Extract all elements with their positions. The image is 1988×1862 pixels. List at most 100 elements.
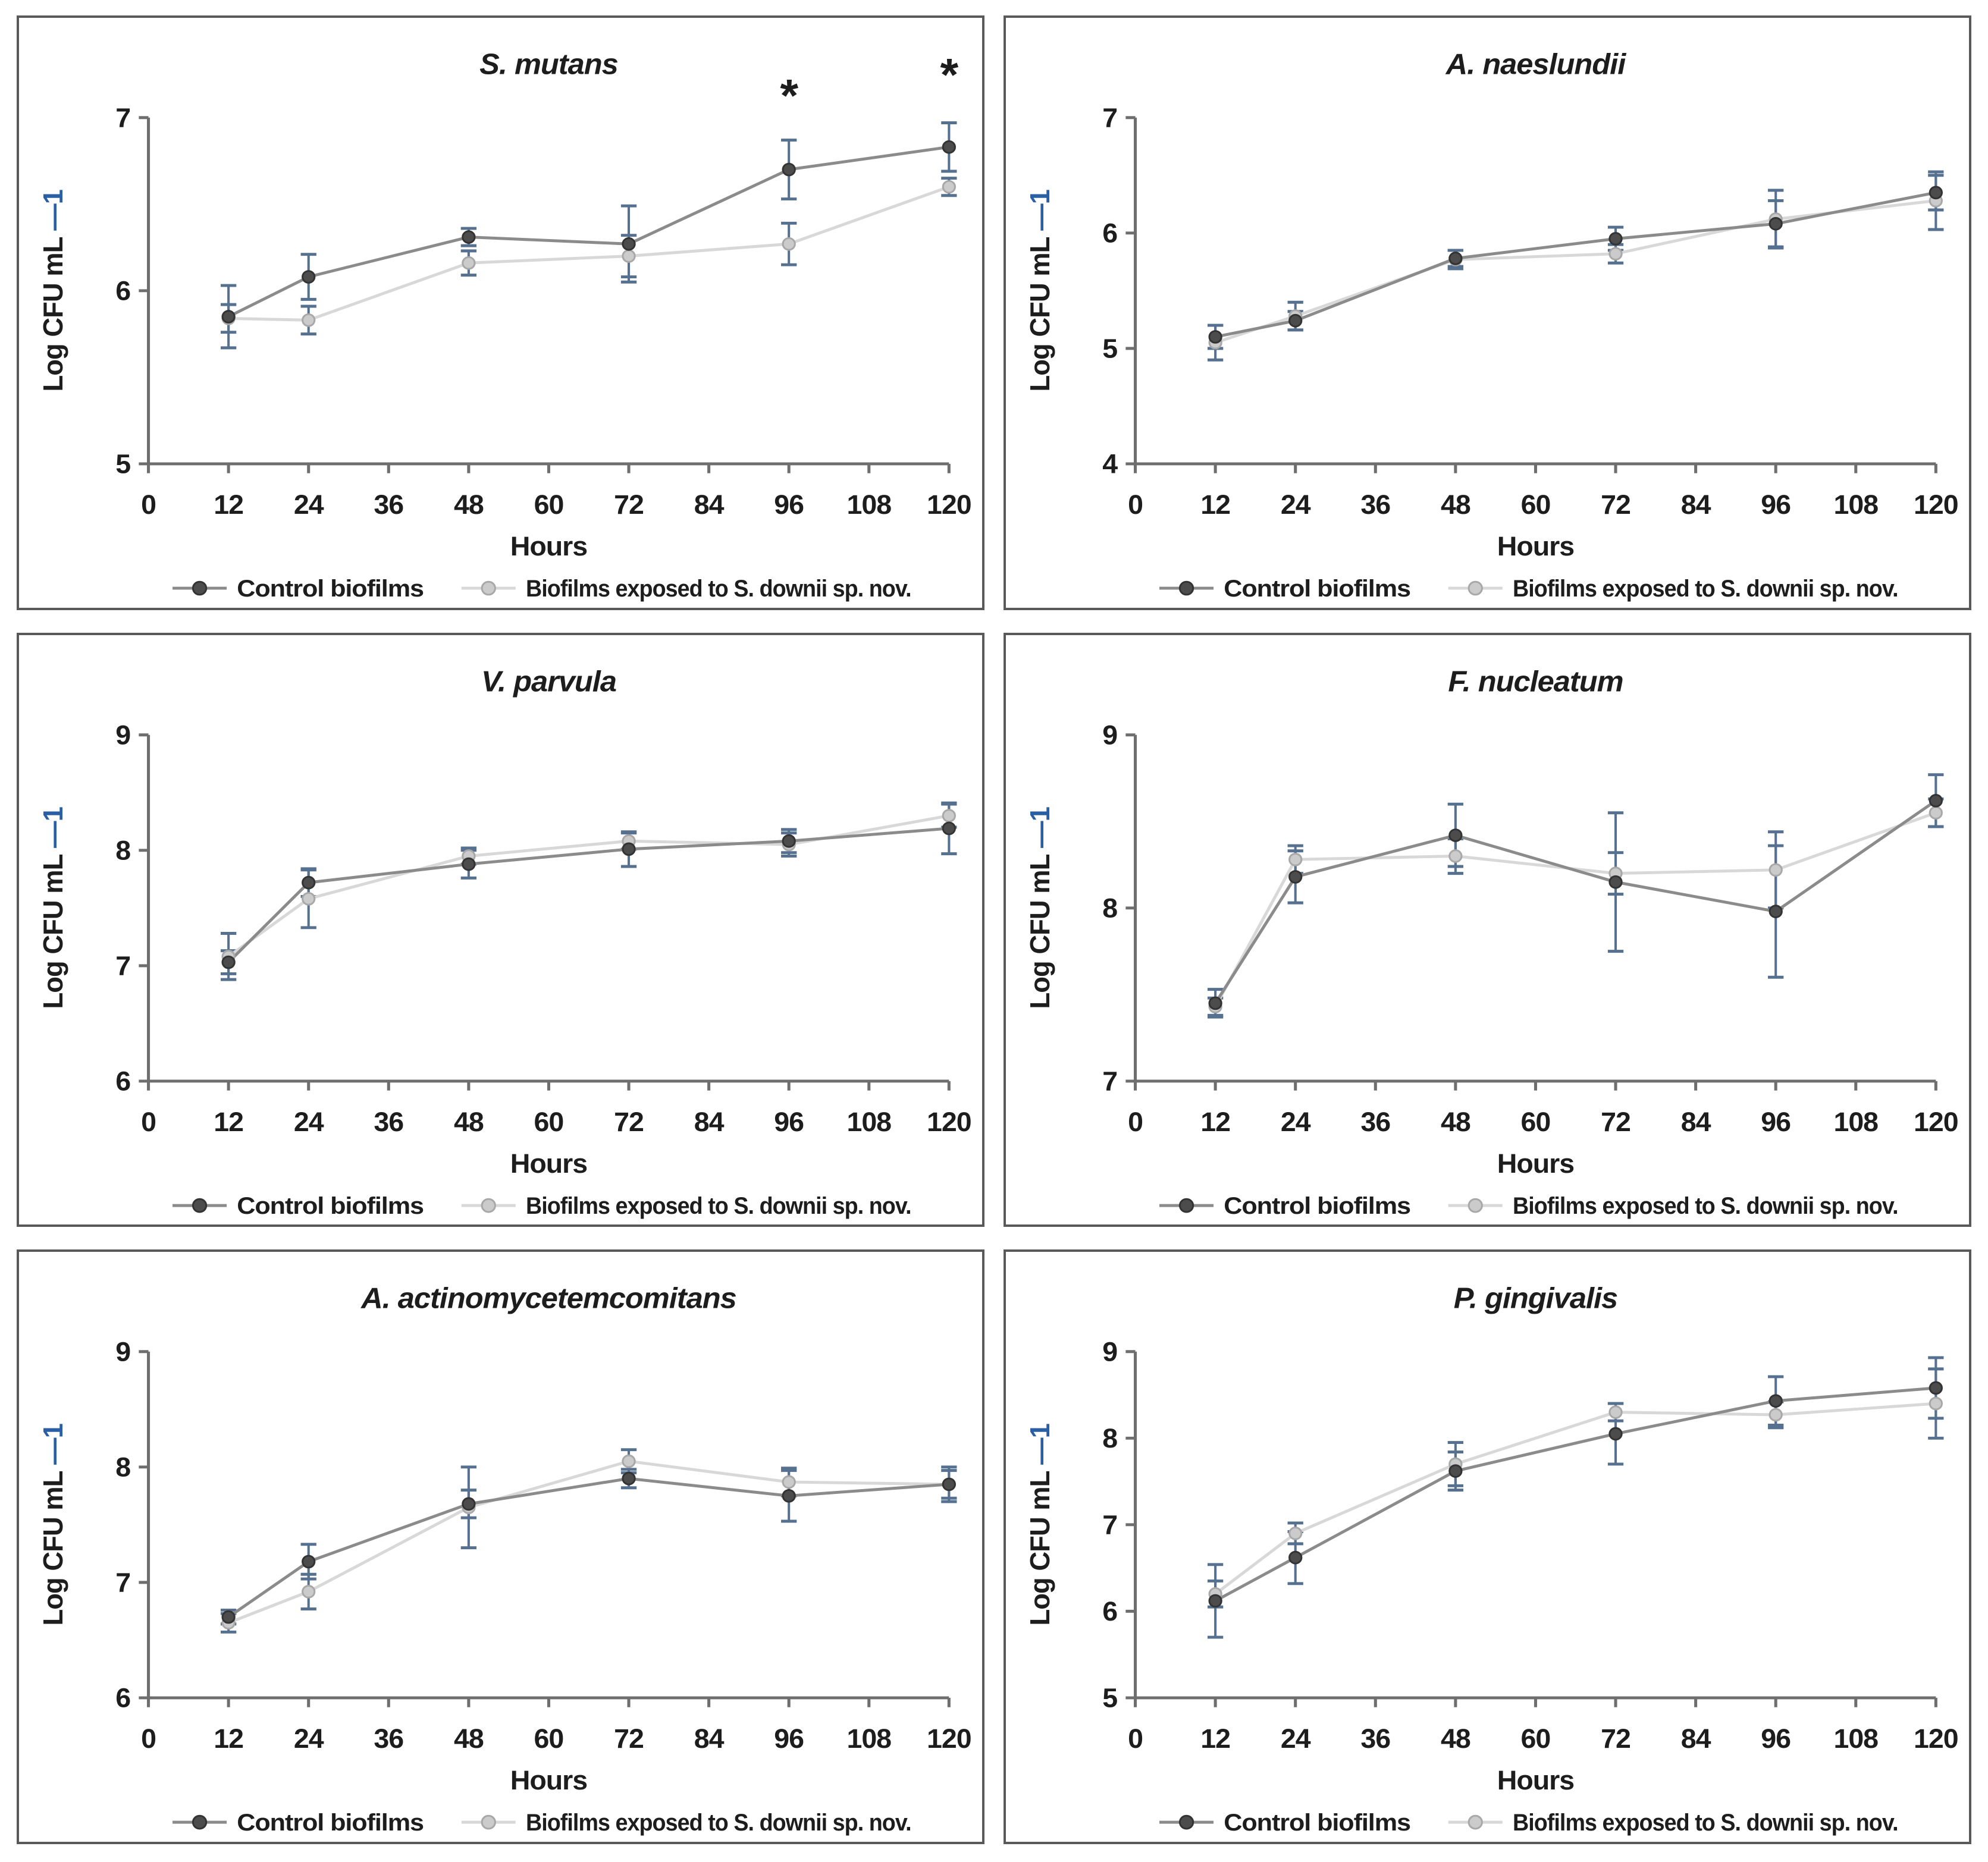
x-tick-label: 108 bbox=[1833, 1106, 1878, 1136]
y-tick-label: 7 bbox=[115, 1568, 130, 1598]
data-point-exposed bbox=[302, 1585, 316, 1599]
x-tick-label: 0 bbox=[1128, 489, 1143, 519]
chart-a-naeslundii: A. naeslundii 4 5 6 7 0 12 24 36 48 60 72 84 96 108 120… bbox=[1024, 48, 1958, 601]
y-tick-label: 9 bbox=[1102, 1336, 1117, 1367]
x-tick-label: 120 bbox=[1914, 1723, 1958, 1754]
chart-title: F. nucleatum bbox=[1448, 665, 1623, 698]
y-tick-label: 9 bbox=[1102, 720, 1117, 750]
legend-exposed-label: Biofilms exposed to S. downii sp. nov. bbox=[526, 1810, 911, 1836]
x-tick-label: 48 bbox=[1441, 489, 1470, 519]
y-tick-label: 4 bbox=[1102, 448, 1118, 479]
chart-title: S. mutans bbox=[479, 48, 618, 80]
x-tick-label: 108 bbox=[1833, 489, 1878, 519]
x-tick-label: 48 bbox=[454, 1723, 484, 1754]
chart-f-nucleatum: F. nucleatum 7 8 9 0 12 24 36 48 60 72 84 96 108 120 Ho… bbox=[1024, 665, 1958, 1219]
x-tick-label: 36 bbox=[374, 1106, 403, 1136]
y-tick-label: 5 bbox=[115, 448, 130, 479]
legend-control-marker bbox=[1178, 580, 1194, 596]
y-tick-label: 6 bbox=[1102, 1596, 1117, 1626]
x-tick-label: 12 bbox=[214, 489, 243, 519]
data-point-control bbox=[942, 821, 956, 835]
data-point-control bbox=[782, 834, 796, 848]
x-tick-label: 24 bbox=[1281, 1106, 1311, 1136]
x-tick-label: 60 bbox=[534, 489, 564, 519]
y-axis-title: Log CFU mL —1 bbox=[1024, 190, 1055, 392]
data-point-control bbox=[1929, 793, 1943, 808]
data-point-control bbox=[1768, 904, 1783, 918]
data-point-control bbox=[462, 857, 476, 871]
legend-control-label: Control biofilms bbox=[1224, 1193, 1410, 1219]
series-line-control bbox=[227, 1477, 949, 1619]
x-tick-label: 36 bbox=[1360, 489, 1390, 519]
chart-panel-a-actinomycetemcomitans: A. actinomycetemcomitans 6 7 8 9 0 12 24 36 48 60 7… bbox=[17, 1249, 984, 1844]
x-axis-title: Hours bbox=[1497, 530, 1574, 561]
x-tick-label: 12 bbox=[214, 1723, 243, 1754]
legend-control-marker bbox=[192, 1815, 208, 1830]
x-axis-title: Hours bbox=[1497, 1765, 1574, 1795]
y-tick-label: 7 bbox=[115, 102, 130, 133]
x-tick-label: 108 bbox=[846, 1106, 891, 1136]
x-tick-label: 48 bbox=[1441, 1723, 1470, 1754]
series-line-exposed bbox=[1215, 199, 1936, 344]
y-tick-label: 8 bbox=[115, 1452, 130, 1482]
x-tick-label: 12 bbox=[214, 1106, 243, 1136]
legend-control-label: Control biofilms bbox=[237, 1193, 424, 1219]
x-tick-label: 84 bbox=[1681, 1723, 1711, 1754]
legend-exposed-label: Biofilms exposed to S. downii sp. nov. bbox=[526, 1193, 911, 1219]
data-point-control bbox=[1768, 216, 1783, 231]
chart-s-mutans: S. mutans 5 6 7 0 12 24 36 48 60 72 84 96 108 120 Hours… bbox=[37, 48, 971, 601]
chart-panel-v-parvula: V. parvula 6 7 8 9 0 12 24 36 48 60 72 84 96 108 120 Hou… bbox=[17, 632, 984, 1227]
y-tick-label: 6 bbox=[115, 275, 130, 306]
data-point-control bbox=[302, 1555, 316, 1569]
series-line-control bbox=[1215, 191, 1936, 338]
y-tick-label: 8 bbox=[1102, 1423, 1117, 1453]
data-point-exposed bbox=[302, 313, 316, 327]
x-tick-label: 96 bbox=[1761, 1723, 1791, 1754]
x-tick-label: 72 bbox=[614, 1106, 644, 1136]
data-point-control bbox=[622, 237, 636, 251]
series-line-exposed bbox=[1214, 811, 1937, 1007]
y-tick-label: 7 bbox=[1102, 1066, 1117, 1096]
x-tick-label: 36 bbox=[374, 1723, 403, 1754]
legend-control-label: Control biofilms bbox=[237, 1810, 424, 1836]
data-point-control bbox=[1448, 252, 1463, 265]
data-point-control bbox=[1608, 1427, 1623, 1441]
legend-exposed-marker bbox=[481, 580, 496, 596]
data-point-exposed bbox=[782, 1475, 796, 1489]
data-point-control bbox=[302, 270, 316, 284]
legend-control-marker bbox=[1178, 1815, 1194, 1830]
y-tick-label: 6 bbox=[115, 1066, 130, 1096]
data-point-exposed bbox=[622, 1455, 636, 1468]
data-point-control bbox=[1208, 996, 1222, 1010]
x-tick-label: 96 bbox=[774, 1106, 804, 1136]
data-point-control bbox=[1208, 1594, 1222, 1608]
chart-title: P. gingivalis bbox=[1454, 1282, 1618, 1315]
data-point-exposed bbox=[302, 891, 316, 906]
x-tick-label: 84 bbox=[1681, 489, 1711, 519]
chart-a-actinomycetemcomitans: A. actinomycetemcomitans 6 7 8 9 0 12 24 36 48 60 7… bbox=[37, 1282, 971, 1836]
y-axis-title: Log CFU mL —1 bbox=[37, 190, 68, 392]
legend-exposed-marker bbox=[481, 1815, 496, 1830]
chart-p-gingivalis: P. gingivalis 5 6 7 8 9 0 12 24 36 48 60 72 84 96 108 12… bbox=[1024, 1282, 1958, 1836]
y-axis-title: Log CFU mL —1 bbox=[1024, 806, 1055, 1009]
y-tick-label: 7 bbox=[1102, 102, 1117, 133]
y-axis-title: Log CFU mL —1 bbox=[37, 806, 68, 1009]
data-point-control bbox=[1448, 828, 1463, 842]
legend-control-marker bbox=[1178, 1198, 1194, 1213]
x-tick-label: 48 bbox=[1441, 1106, 1470, 1136]
x-axis-title: Hours bbox=[510, 1765, 587, 1795]
x-tick-label: 108 bbox=[846, 489, 891, 519]
x-tick-label: 60 bbox=[1521, 1106, 1551, 1136]
data-point-exposed bbox=[622, 249, 636, 263]
x-axis-title: Hours bbox=[510, 1148, 587, 1178]
data-point-control bbox=[942, 140, 956, 154]
x-tick-label: 84 bbox=[694, 1106, 725, 1136]
data-point-control bbox=[1929, 1381, 1943, 1395]
y-tick-label: 5 bbox=[1102, 1683, 1117, 1713]
series-line-exposed bbox=[228, 185, 950, 322]
chart-v-parvula: V. parvula 6 7 8 9 0 12 24 36 48 60 72 84 96 108 120 Hou… bbox=[37, 665, 971, 1219]
x-tick-label: 60 bbox=[534, 1106, 564, 1136]
x-tick-label: 96 bbox=[1761, 1106, 1791, 1136]
chart-panel-f-nucleatum: F. nucleatum 7 8 9 0 12 24 36 48 60 72 84 96 108 120 Ho… bbox=[1004, 632, 1971, 1227]
